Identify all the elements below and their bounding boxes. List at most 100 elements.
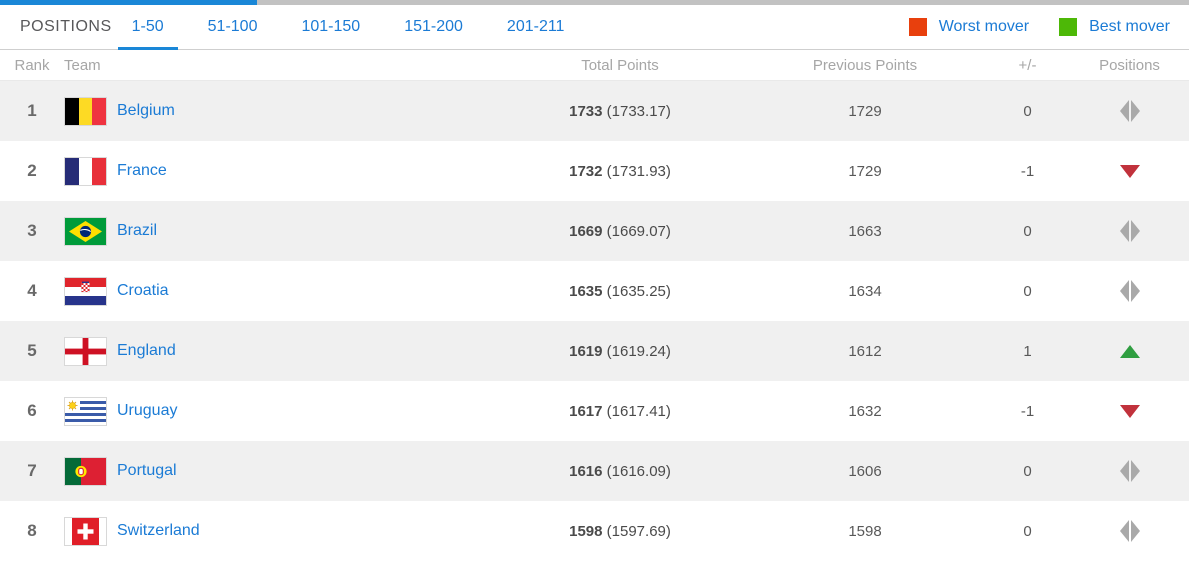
plus-minus-cell: 0 — [1023, 102, 1032, 120]
positions-cell — [1070, 164, 1189, 178]
best-mover-swatch-icon — [1059, 18, 1078, 36]
total-points-detail: (1619.24) — [606, 342, 671, 360]
previous-points-cell: 1729 — [848, 162, 882, 180]
positions-cell — [1070, 100, 1189, 122]
rank-cell: 8 — [27, 521, 37, 540]
header-previous-points: Previous Points — [812, 56, 918, 74]
plus-minus-cell: 0 — [1023, 522, 1032, 540]
total-points-value: 1598 — [569, 522, 603, 540]
team-link[interactable]: England — [117, 342, 176, 359]
ranking-table-body: 1 Belgium 1733 (1733.17) 1729 0 2 France… — [0, 81, 1189, 561]
total-points-cell: 1616 (1616.09) — [495, 463, 745, 480]
team-link[interactable]: Belgium — [117, 102, 175, 119]
previous-points-cell: 1612 — [848, 342, 882, 360]
rank-cell: 4 — [27, 281, 37, 300]
table-row: 2 France 1732 (1731.93) 1729 -1 — [0, 141, 1189, 201]
no-move-icon — [1119, 220, 1140, 242]
previous-points-cell: 1729 — [848, 102, 882, 120]
table-header: Rank Team Total Points Previous Points +… — [0, 50, 1189, 81]
table-row: 1 Belgium 1733 (1733.17) 1729 0 — [0, 81, 1189, 141]
team-link[interactable]: Brazil — [117, 222, 158, 239]
tab-101-150[interactable]: 101-150 — [301, 18, 361, 35]
table-row: 4 Croatia 1635 (1635.25) 1634 0 — [0, 261, 1189, 321]
no-move-icon — [1119, 460, 1140, 482]
plus-minus-cell: -1 — [1020, 402, 1035, 420]
team-cell: Uruguay — [64, 396, 495, 426]
team-link[interactable]: Uruguay — [117, 402, 178, 419]
total-points-detail: (1616.09) — [606, 462, 671, 480]
header-rank: Rank — [14, 56, 50, 74]
scroll-progress-indicator — [0, 0, 257, 5]
positions-tabbar: POSITIONS 1-50 51-100 101-150 151-200 201-21… — [0, 5, 1189, 50]
team-cell: Portugal — [64, 456, 495, 486]
team-cell: England — [64, 336, 495, 366]
rank-cell: 7 — [27, 461, 37, 480]
rank-cell: 5 — [27, 341, 37, 360]
rank-cell: 6 — [27, 401, 37, 420]
team-link[interactable]: Croatia — [117, 282, 169, 299]
table-row: 6 Uruguay 1617 (1617.41) 1632 -1 — [0, 381, 1189, 441]
team-cell: Switzerland — [64, 516, 495, 546]
table-row: 3 Brazil 1669 (1669.07) 1663 0 — [0, 201, 1189, 261]
country-flag-icon — [64, 276, 107, 306]
plus-minus-cell: 0 — [1023, 222, 1032, 240]
team-cell: France — [64, 156, 495, 186]
tab-151-200[interactable]: 151-200 — [404, 18, 463, 35]
scroll-progress-track — [0, 0, 1189, 5]
table-row: 7 Portugal 1616 (1616.09) 1606 0 — [0, 441, 1189, 501]
total-points-cell: 1635 (1635.25) — [495, 283, 745, 300]
total-points-value: 1669 — [569, 222, 603, 240]
plus-minus-cell: -1 — [1020, 162, 1035, 180]
tab-201-211[interactable]: 201-211 — [506, 18, 565, 35]
total-points-value: 1616 — [569, 462, 603, 480]
previous-points-cell: 1598 — [848, 522, 882, 540]
total-points-detail: (1669.07) — [606, 222, 671, 240]
header-total-points: Total Points — [581, 56, 659, 74]
rank-cell: 1 — [27, 101, 37, 120]
plus-minus-cell: 0 — [1023, 282, 1032, 300]
total-points-detail: (1635.25) — [606, 282, 671, 300]
worst-mover-swatch-icon — [908, 18, 927, 36]
mover-legend: Worst mover Best mover — [908, 5, 1170, 49]
no-move-icon — [1119, 520, 1140, 542]
total-points-cell: 1617 (1617.41) — [495, 403, 745, 420]
total-points-detail: (1731.93) — [606, 162, 671, 180]
positions-cell — [1070, 404, 1189, 418]
plus-minus-cell: 0 — [1023, 462, 1032, 480]
team-cell: Croatia — [64, 276, 495, 306]
previous-points-cell: 1663 — [848, 222, 882, 240]
table-row: 5 England 1619 (1619.24) 1612 1 — [0, 321, 1189, 381]
rank-cell: 3 — [27, 221, 37, 240]
best-mover-label: Best mover — [1089, 18, 1170, 35]
no-move-icon — [1119, 100, 1140, 122]
positions-label: POSITIONS — [20, 18, 112, 35]
up-mover-icon — [1119, 344, 1140, 358]
header-plus-minus: +/- — [1018, 56, 1037, 74]
team-link[interactable]: France — [117, 162, 167, 179]
tab-51-100[interactable]: 51-100 — [207, 18, 258, 35]
team-link[interactable]: Switzerland — [117, 522, 200, 539]
total-points-value: 1732 — [569, 162, 603, 180]
previous-points-cell: 1632 — [848, 402, 882, 420]
header-positions: Positions — [1099, 56, 1160, 74]
team-link[interactable]: Portugal — [117, 462, 177, 479]
positions-cell — [1070, 460, 1189, 482]
total-points-value: 1617 — [569, 402, 603, 420]
header-team: Team — [64, 56, 101, 74]
rank-cell: 2 — [27, 161, 37, 180]
total-points-detail: (1597.69) — [606, 522, 671, 540]
tab-1-50[interactable]: 1-50 — [117, 5, 178, 50]
total-points-detail: (1617.41) — [606, 402, 671, 420]
positions-cell — [1070, 280, 1189, 302]
country-flag-icon — [64, 216, 107, 246]
down-mover-icon — [1119, 164, 1140, 178]
total-points-cell: 1669 (1669.07) — [495, 223, 745, 240]
plus-minus-cell: 1 — [1023, 342, 1032, 360]
total-points-value: 1733 — [569, 102, 603, 120]
position-range-tabs: 1-50 51-100 101-150 151-200 201-211 — [117, 5, 579, 50]
best-mover-legend: Best mover — [1059, 18, 1170, 36]
country-flag-icon — [64, 96, 107, 126]
previous-points-cell: 1606 — [848, 462, 882, 480]
country-flag-icon — [64, 516, 107, 546]
